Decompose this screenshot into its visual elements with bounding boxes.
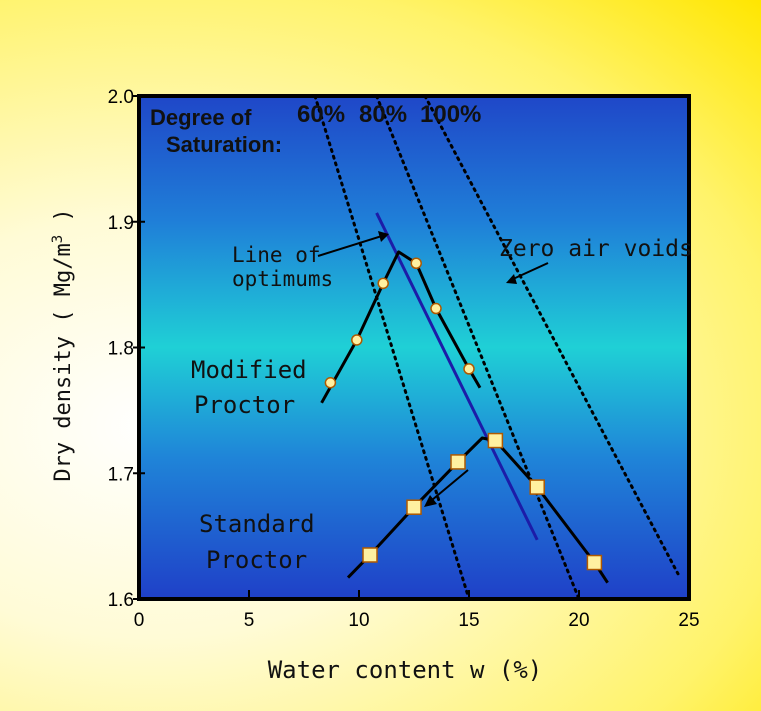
line-of-optimums-arrowhead bbox=[378, 231, 389, 242]
zero-air-voids-label: Zero air voids bbox=[499, 236, 693, 262]
data-markers bbox=[324, 257, 603, 571]
standard-proctor-arrowhead bbox=[424, 495, 437, 507]
line-of-optimums bbox=[375, 212, 539, 541]
zero-air-voids-arrowhead bbox=[506, 274, 517, 284]
standard-proctor-curve bbox=[346, 436, 609, 584]
plot-area bbox=[137, 94, 691, 601]
y-axis-label-tail: ) bbox=[51, 208, 76, 235]
y-axis-label: Dry density ( Mg/m3 ) bbox=[50, 208, 76, 481]
x-tick-label-15: 15 bbox=[458, 610, 479, 631]
line-of-optimums-label-2: optimums bbox=[232, 267, 333, 291]
x-tick-label-5: 5 bbox=[244, 610, 255, 631]
line-of-optimums-group bbox=[375, 212, 539, 541]
modified-proctor-label-2: Proctor bbox=[194, 391, 295, 419]
standard-proctor-point-5 bbox=[529, 479, 545, 495]
x-axis-label: Water content w (%) bbox=[268, 656, 543, 684]
standard-proctor-point-1 bbox=[362, 547, 378, 563]
saturation-label-100: 100% bbox=[420, 101, 481, 128]
y-axis-label-superscript: 3 bbox=[50, 235, 66, 243]
standard-proctor-point-2 bbox=[406, 499, 422, 515]
compaction-curves bbox=[320, 250, 609, 584]
standard-proctor-point-6 bbox=[586, 554, 603, 571]
modified-proctor-point-3 bbox=[377, 277, 389, 290]
saturation-line-80 bbox=[375, 94, 581, 601]
saturation-label-80: 80% bbox=[359, 101, 407, 128]
modified-proctor-point-2 bbox=[351, 334, 363, 346]
y-tick-label-1.7: 1.7 bbox=[108, 464, 134, 485]
standard-proctor-pointer bbox=[431, 469, 469, 501]
zero-air-voids-pointer bbox=[512, 262, 549, 280]
x-tick-label-20: 20 bbox=[568, 610, 589, 631]
line-of-optimums-pointer bbox=[317, 235, 383, 257]
y-tick-label-1.9: 1.9 bbox=[108, 213, 134, 234]
y-tick-label-2: 2.0 bbox=[108, 87, 134, 108]
axis-ticks: 0 5 10 15 20 25 1.6 1.7 1.8 1.9 2.0 bbox=[108, 87, 700, 631]
saturation-label-60: 60% bbox=[297, 101, 345, 128]
modified-proctor-point-4 bbox=[410, 257, 422, 269]
modified-proctor-point-6 bbox=[463, 363, 475, 375]
degree-of-saturation-label-line1: Degree of bbox=[150, 105, 252, 130]
modified-proctor-label-1: Modified bbox=[191, 356, 307, 384]
standard-proctor-point-4 bbox=[487, 432, 504, 449]
y-tick-label-1.6: 1.6 bbox=[108, 590, 134, 611]
x-tick-label-0: 0 bbox=[134, 610, 145, 631]
standard-proctor-label-2: Proctor bbox=[206, 546, 307, 574]
degree-of-saturation-label-line2: Saturation: bbox=[166, 132, 282, 157]
x-tick-label-25: 25 bbox=[678, 610, 699, 631]
modified-proctor-point-5 bbox=[430, 302, 442, 315]
line-of-optimums-label-1: Line of bbox=[232, 243, 321, 267]
standard-proctor-point-3 bbox=[450, 454, 466, 470]
x-tick-label-10: 10 bbox=[348, 610, 369, 631]
saturation-lines bbox=[313, 94, 680, 601]
modified-proctor-point-1 bbox=[324, 376, 337, 389]
standard-proctor-label-1: Standard bbox=[199, 510, 315, 538]
y-axis-label-main: Dry density ( Mg/m bbox=[51, 243, 76, 481]
y-tick-label-1.8: 1.8 bbox=[108, 339, 134, 360]
saturation-line-100 bbox=[423, 94, 680, 576]
modified-proctor-curve bbox=[320, 250, 482, 404]
